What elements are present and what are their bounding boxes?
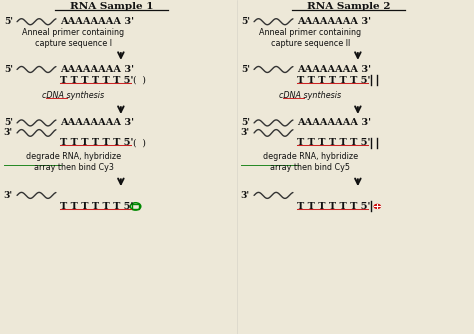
Text: AAAAAAAA 3': AAAAAAAA 3' bbox=[297, 17, 371, 26]
Text: 5': 5' bbox=[241, 119, 250, 127]
Text: RNA Sample 1: RNA Sample 1 bbox=[70, 2, 153, 10]
Text: (  ): ( ) bbox=[133, 139, 146, 147]
Text: T T T T T T 5': T T T T T T 5' bbox=[297, 76, 370, 85]
Text: cDNA synthesis: cDNA synthesis bbox=[279, 91, 342, 100]
Text: cDNA synthesis: cDNA synthesis bbox=[42, 91, 105, 100]
Text: AAAAAAAA 3': AAAAAAAA 3' bbox=[297, 119, 371, 127]
Text: 5': 5' bbox=[241, 65, 250, 74]
Text: 3': 3' bbox=[241, 129, 250, 137]
Text: T T T T T T 5': T T T T T T 5' bbox=[60, 76, 133, 85]
Text: T T T T T T 5': T T T T T T 5' bbox=[297, 202, 370, 211]
Text: degrade RNA, hybridize
array then bind Cy3: degrade RNA, hybridize array then bind C… bbox=[26, 152, 121, 172]
Text: RNA Sample 2: RNA Sample 2 bbox=[307, 2, 390, 10]
Circle shape bbox=[374, 204, 381, 209]
Text: 3': 3' bbox=[4, 191, 13, 200]
Text: AAAAAAAA 3': AAAAAAAA 3' bbox=[60, 17, 134, 26]
Text: 5': 5' bbox=[241, 17, 250, 26]
Text: (  ): ( ) bbox=[133, 76, 146, 85]
Text: 3': 3' bbox=[241, 191, 250, 200]
Text: 5': 5' bbox=[4, 65, 13, 74]
Text: 5': 5' bbox=[4, 119, 13, 127]
Text: 5': 5' bbox=[4, 17, 13, 26]
Text: AAAAAAAA 3': AAAAAAAA 3' bbox=[297, 65, 371, 74]
Text: 3': 3' bbox=[4, 129, 13, 137]
Text: Anneal primer containing
capture sequence I: Anneal primer containing capture sequenc… bbox=[22, 28, 125, 48]
Text: AAAAAAAA 3': AAAAAAAA 3' bbox=[60, 119, 134, 127]
Text: T T T T T T 5': T T T T T T 5' bbox=[60, 202, 133, 211]
Text: AAAAAAAA 3': AAAAAAAA 3' bbox=[60, 65, 134, 74]
Bar bbox=[132, 204, 138, 208]
Text: T T T T T T 5': T T T T T T 5' bbox=[297, 139, 370, 147]
Text: T T T T T T 5': T T T T T T 5' bbox=[60, 139, 133, 147]
Text: degrade RNA, hybridize
array then bind Cy5: degrade RNA, hybridize array then bind C… bbox=[263, 152, 358, 172]
Text: Anneal primer containing
capture sequence II: Anneal primer containing capture sequenc… bbox=[259, 28, 362, 48]
